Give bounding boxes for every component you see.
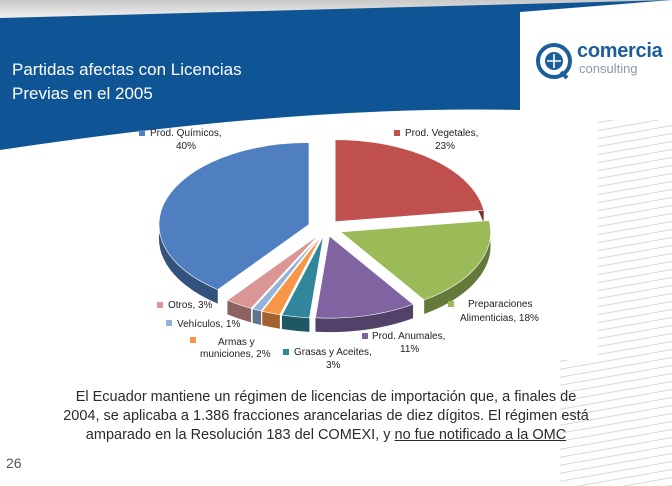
label-preparaciones-pct: Alimenticias, 18%	[460, 313, 539, 324]
logo-panel	[520, 0, 672, 110]
label-vehiculos: Vehículos, 1%	[177, 319, 240, 330]
label-preparaciones: Preparaciones	[468, 299, 532, 310]
hatch-decoration-bottom	[560, 360, 672, 486]
label-armas: Armas y	[218, 337, 255, 348]
pie-slice-side-3	[281, 315, 310, 332]
logo-word: comercia	[577, 40, 663, 62]
body-line-1: El Ecuador mantiene un régimen de licenc…	[75, 389, 577, 405]
pie-slice-3	[281, 236, 324, 319]
hatch-decoration	[598, 120, 672, 360]
pie-slice-side-5	[252, 308, 262, 326]
legend-swatch-grasas	[283, 349, 289, 355]
pie-slice-6	[226, 234, 319, 309]
comercia-logo: comercia consulting	[535, 40, 665, 80]
legend-swatch-preparaciones	[448, 301, 454, 307]
label-animales: Prod. Anumales,	[372, 331, 445, 342]
body-line-2: 2004, se aplicaba a 1.386 fracciones ara…	[63, 408, 589, 424]
legend-swatch-armas	[190, 337, 196, 343]
pie-slices	[158, 139, 491, 333]
body-line-3-prefix: amparado en la Resolución 183 del COMEXI…	[85, 427, 395, 443]
legend-swatch-animales	[362, 333, 368, 339]
label-grasas: Grasas y Aceites,	[294, 347, 372, 358]
title-line-1: Partidas afectas con Licencias	[12, 60, 242, 79]
label-animales-pct: 11%	[400, 344, 419, 355]
pie-slice-1	[339, 220, 491, 301]
body-line-3: amparado en la Resolución 183 del COMEXI…	[20, 426, 632, 445]
title-line-2: Previas en el 2005	[12, 84, 153, 103]
pie-slice-7	[158, 142, 310, 290]
blue-banner	[0, 0, 672, 150]
label-armas-pct: municiones, 2%	[200, 349, 271, 360]
pie-slice-4	[261, 235, 322, 316]
label-quimicos: Prod. Químicos,	[150, 128, 222, 139]
label-otros: Otros, 3%	[168, 300, 213, 311]
pie-slice-side-2	[315, 304, 414, 333]
pie-slice-side-1	[424, 220, 491, 315]
body-line-3-underlined: no fue notificado a la OMC	[394, 427, 567, 443]
pie-slice-side-4	[262, 311, 280, 329]
label-grasas-pct: 3%	[326, 360, 341, 371]
label-quimicos-pct: 40%	[176, 141, 196, 152]
body-paragraph: El Ecuador mantiene un régimen de licenc…	[20, 388, 632, 445]
label-vegetales: Prod. Vegetales,	[405, 128, 478, 139]
pie-slice-0	[334, 139, 485, 222]
legend-swatch-otros	[157, 302, 163, 308]
legend-swatch-vegetales	[394, 130, 400, 136]
logo-subtitle: consulting	[579, 61, 638, 76]
globe-icon	[536, 43, 572, 80]
label-vegetales-pct: 23%	[435, 141, 455, 152]
page-number: 26	[6, 455, 22, 471]
slide-title: Partidas afectas con Licencias Previas e…	[12, 58, 242, 106]
legend-swatch-vehiculos	[166, 320, 172, 326]
legend-swatch-quimicos	[139, 130, 145, 136]
pie-slice-5	[252, 235, 321, 312]
pie-slice-2	[315, 235, 414, 319]
pie-slice-side-6	[227, 300, 252, 323]
